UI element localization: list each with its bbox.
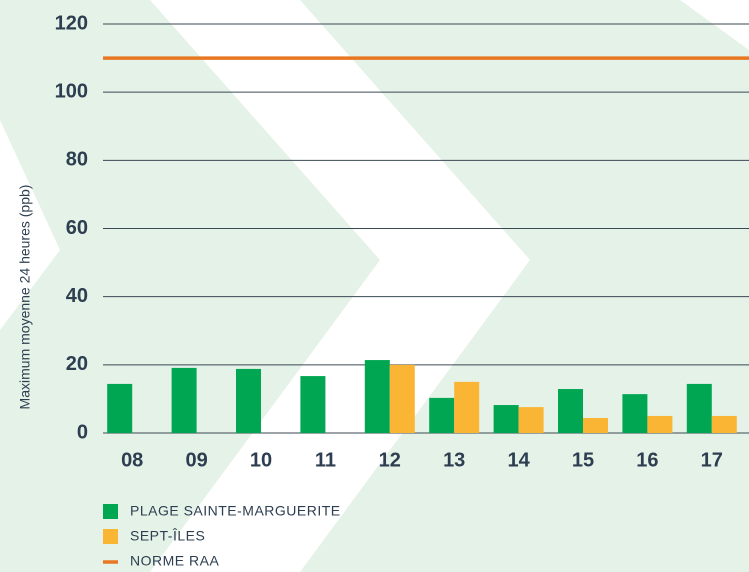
legend-swatch [103, 504, 118, 519]
bar [622, 394, 648, 433]
bar [686, 383, 712, 433]
legend-label: PLAGE SAINTE-MARGUERITE [130, 503, 341, 519]
chevron [680, 0, 749, 50]
bar [171, 367, 197, 433]
bar [107, 383, 133, 433]
bar [647, 415, 673, 433]
x-tick-label: 14 [507, 449, 530, 471]
bar [364, 360, 390, 433]
x-tick-label: 10 [250, 449, 272, 471]
y-axis-title: Maximum moyenne 24 heures (ppb) [17, 185, 33, 410]
bar [236, 368, 261, 433]
bar [711, 415, 737, 433]
x-tick-label: 16 [636, 449, 658, 471]
y-tick-label: 20 [66, 353, 88, 375]
x-tick-label: 17 [701, 449, 723, 471]
bar [389, 364, 415, 433]
legend-label: NORME RAA [130, 553, 219, 569]
y-tick-label: 0 [77, 421, 88, 443]
x-tick-label: 12 [379, 449, 401, 471]
bar [454, 381, 480, 433]
x-tick-label: 09 [185, 449, 207, 471]
x-tick-label: 08 [121, 449, 143, 471]
bar [558, 389, 583, 433]
y-tick-label: 40 [66, 285, 88, 307]
bar [583, 418, 608, 433]
x-tick-label: 11 [315, 449, 336, 471]
x-tick-label: 15 [572, 449, 594, 471]
x-tick-label: 13 [443, 449, 465, 471]
bar [493, 405, 519, 433]
chevron [0, 120, 60, 330]
y-tick-label: 60 [66, 217, 88, 239]
bar [518, 407, 544, 433]
legend-label: SEPT-ÎLES [130, 528, 205, 544]
bar [300, 376, 326, 433]
y-tick-label: 120 [55, 12, 88, 34]
chevron [150, 0, 530, 572]
y-tick-label: 80 [66, 149, 88, 171]
y-tick-label: 100 [55, 80, 88, 102]
legend-swatch [103, 529, 118, 544]
bar [429, 397, 455, 433]
